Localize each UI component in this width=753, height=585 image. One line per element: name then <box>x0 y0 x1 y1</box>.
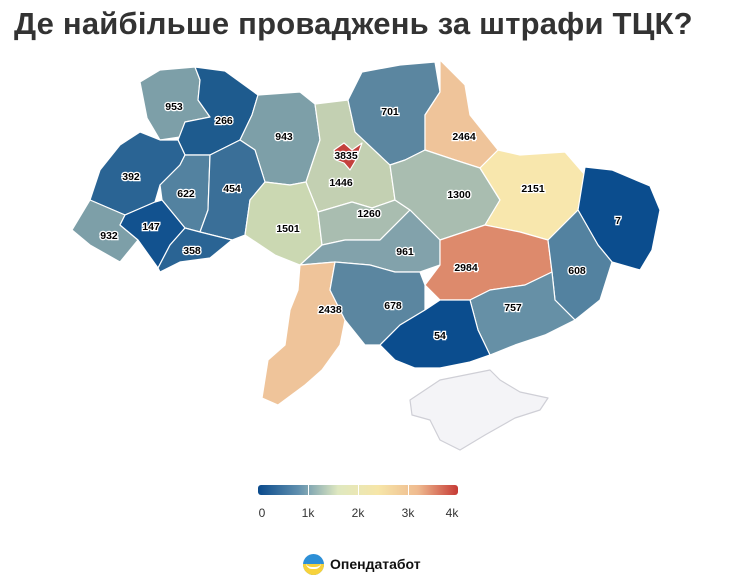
region-value-label-sumy: 2464 <box>452 131 476 143</box>
region-value-label-khmelnytskyi: 454 <box>223 183 241 195</box>
brand: Опендатабот <box>303 552 421 576</box>
legend-label: 4k <box>445 506 459 520</box>
region-chernivtsi[interactable] <box>157 227 233 273</box>
region-value-label-kherson: 54 <box>434 330 446 342</box>
region-value-label-zaporizhzhia: 757 <box>504 302 522 314</box>
brand-name: Опендатабот <box>330 556 421 572</box>
region-value-label-kyiv-city: 3835 <box>334 150 358 162</box>
region-value-label-zhytomyr: 943 <box>275 131 293 143</box>
region-value-label-chernivtsi: 358 <box>183 245 201 257</box>
legend-label: 0 <box>258 506 266 520</box>
region-value-label-mykolaiv: 678 <box>384 300 402 312</box>
region-value-label-poltava: 1300 <box>447 189 471 201</box>
legend-label: 2k <box>351 506 365 520</box>
legend-label: 1k <box>301 506 315 520</box>
region-value-label-kirovohrad: 961 <box>396 246 414 258</box>
opendatabot-logo-icon <box>303 553 324 575</box>
legend-tick <box>308 485 309 495</box>
region-value-label-dnipropetrovsk: 2984 <box>454 262 478 274</box>
region-value-label-donetsk: 608 <box>568 265 586 277</box>
region-crimea[interactable] <box>409 369 549 451</box>
region-kherson[interactable] <box>379 299 491 369</box>
region-value-label-volyn: 953 <box>165 101 183 113</box>
page-title: Де найбільше проваджень за штрафи ТЦК? <box>14 6 693 41</box>
legend-tick <box>408 485 409 495</box>
region-value-label-chernihiv: 701 <box>381 106 399 118</box>
region-value-label-kyiv-oblast: 1446 <box>329 177 353 189</box>
region-lviv[interactable] <box>89 131 186 216</box>
region-value-label-ternopil: 622 <box>177 188 195 200</box>
region-value-label-lviv: 392 <box>122 171 140 183</box>
region-value-label-odesa: 2438 <box>318 304 342 316</box>
region-value-label-rivne: 266 <box>215 115 233 127</box>
region-value-label-zakarpattia: 932 <box>100 230 118 242</box>
region-value-label-luhansk: 7 <box>615 215 621 227</box>
region-value-label-kharkiv: 2151 <box>521 183 545 195</box>
legend-label: 3k <box>401 506 415 520</box>
region-value-label-ivano-frankivsk: 147 <box>142 221 160 233</box>
legend-tick <box>358 485 359 495</box>
color-legend: 0 1k 2k 3k 4k <box>258 485 458 521</box>
region-kyiv-city[interactable] <box>333 142 363 171</box>
region-value-label-vinnytsia: 1501 <box>276 223 300 235</box>
region-value-label-cherkasy: 1260 <box>357 208 381 220</box>
